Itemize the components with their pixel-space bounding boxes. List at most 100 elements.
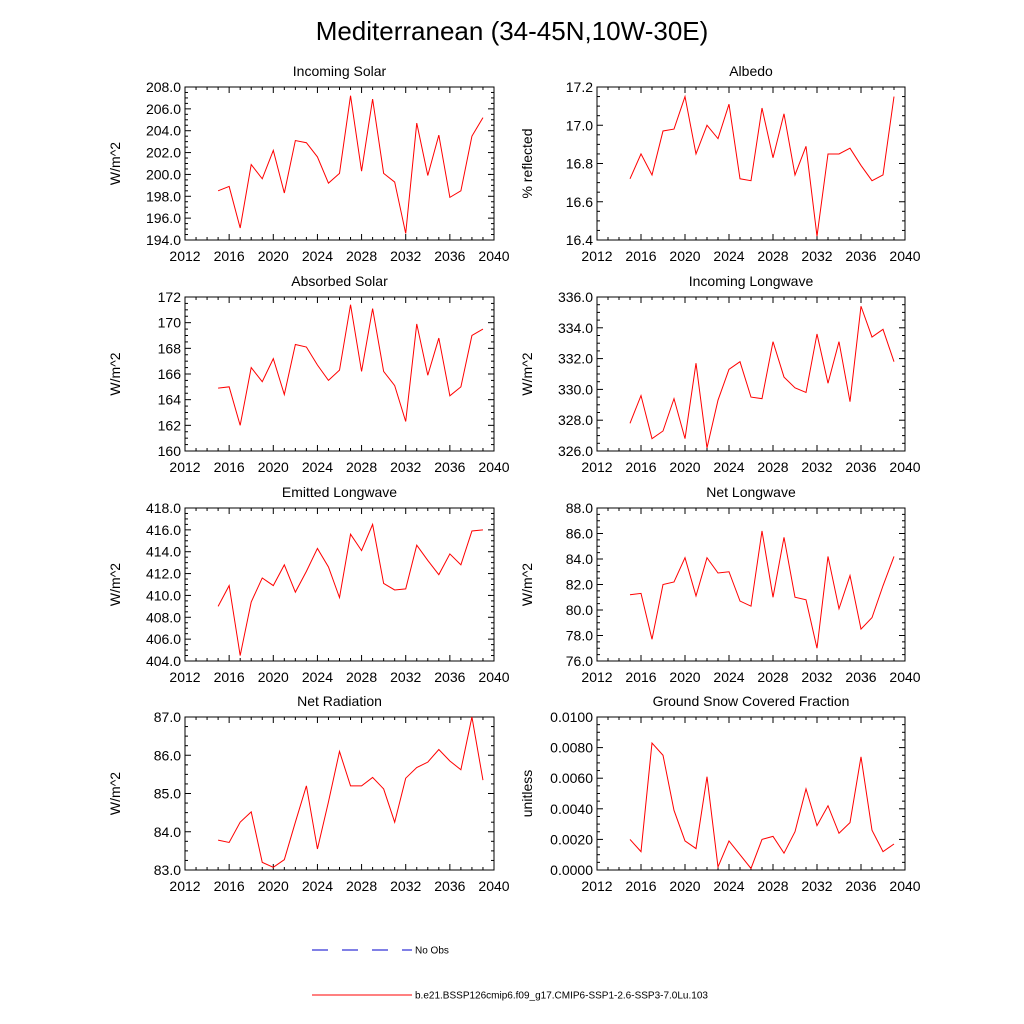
data-point [827, 805, 829, 807]
y-tick-label: 78.0 [566, 628, 593, 644]
data-point [651, 742, 653, 744]
series-line [629, 530, 895, 649]
data-point [438, 337, 440, 339]
y-axis-label: W/m^2 [107, 352, 123, 395]
x-tick-label: 2020 [669, 459, 700, 475]
data-point [327, 182, 329, 184]
series-line [629, 306, 895, 449]
data-point [371, 523, 373, 525]
data-point [882, 850, 884, 852]
data-point [805, 788, 807, 790]
y-tick-label: 416.0 [146, 522, 181, 538]
x-tick-label: 2024 [302, 669, 333, 685]
data-point [316, 156, 318, 158]
data-point [305, 346, 307, 348]
data-point [228, 185, 230, 187]
data-point [261, 381, 263, 383]
data-point [783, 376, 785, 378]
data-point [783, 113, 785, 115]
y-tick-label: 326.0 [558, 443, 593, 459]
data-point [349, 533, 351, 535]
x-tick-label: 2036 [434, 669, 465, 685]
chart-panel: Net Longwave W/m^2 76.0 78.0 80.0 82.0 84.0 86.… [519, 484, 921, 685]
data-point [217, 190, 219, 192]
data-point [338, 596, 340, 598]
chart-panel: Net Radiation W/m^2 83.0 84.0 85.0 86.0 87.0 20… [107, 693, 510, 894]
x-tick-label: 2012 [169, 878, 200, 894]
data-point [739, 178, 741, 180]
data-point [427, 761, 429, 763]
data-point [228, 386, 230, 388]
x-tick-label: 2012 [169, 248, 200, 264]
x-tick-label: 2016 [214, 878, 245, 894]
data-point [673, 809, 675, 811]
data-point [239, 821, 241, 823]
data-point [438, 748, 440, 750]
data-point [882, 174, 884, 176]
x-tick-label: 2032 [801, 248, 832, 264]
y-tick-label: 406.0 [146, 631, 181, 647]
y-tick-label: 196.0 [146, 210, 181, 226]
data-point [382, 172, 384, 174]
data-point [871, 829, 873, 831]
data-point [272, 357, 274, 359]
data-point [816, 333, 818, 335]
x-tick-label: 2040 [478, 248, 509, 264]
x-tick-label: 2020 [258, 669, 289, 685]
data-point [261, 861, 263, 863]
data-point [706, 557, 708, 559]
data-point [460, 769, 462, 771]
data-point [338, 750, 340, 752]
chart-title: Incoming Longwave [689, 273, 814, 289]
x-tick-label: 2028 [757, 878, 788, 894]
data-point [816, 647, 818, 649]
x-tick-label: 2036 [845, 248, 876, 264]
x-tick-label: 2012 [581, 248, 612, 264]
data-point [882, 328, 884, 330]
x-tick-label: 2016 [625, 669, 656, 685]
data-point [371, 98, 373, 100]
data-point [416, 323, 418, 325]
x-tick-label: 2016 [214, 669, 245, 685]
x-tick-label: 2032 [390, 459, 421, 475]
y-tick-label: 172 [158, 289, 182, 305]
data-point [360, 370, 362, 372]
data-point [405, 777, 407, 779]
data-point [261, 577, 263, 579]
data-point [761, 397, 763, 399]
x-tick-label: 2032 [390, 248, 421, 264]
data-point [294, 821, 296, 823]
data-point [651, 174, 653, 176]
y-tick-label: 0.0020 [550, 831, 593, 847]
x-tick-label: 2028 [346, 459, 377, 475]
data-point [750, 396, 752, 398]
y-tick-label: 202.0 [146, 145, 181, 161]
y-tick-label: 164 [158, 392, 182, 408]
data-point [838, 608, 840, 610]
x-tick-label: 2016 [214, 459, 245, 475]
data-point [662, 583, 664, 585]
data-point [827, 382, 829, 384]
data-point [239, 654, 241, 656]
data-point [893, 360, 895, 362]
data-point [427, 559, 429, 561]
y-axis-label: W/m^2 [519, 352, 535, 395]
data-point [772, 596, 774, 598]
data-point [239, 424, 241, 426]
y-tick-label: 208.0 [146, 79, 181, 95]
y-tick-label: 86.0 [566, 526, 593, 542]
plot-frame [184, 716, 495, 871]
data-point [228, 584, 230, 586]
data-point [761, 530, 763, 532]
y-tick-label: 198.0 [146, 188, 181, 204]
data-point [739, 854, 741, 856]
x-tick-label: 2016 [625, 248, 656, 264]
data-point [882, 585, 884, 587]
data-point [482, 116, 484, 118]
data-point [662, 130, 664, 132]
y-tick-label: 86.0 [154, 747, 181, 763]
x-tick-label: 2012 [581, 669, 612, 685]
data-point [849, 401, 851, 403]
data-point [893, 95, 895, 97]
data-point [393, 589, 395, 591]
